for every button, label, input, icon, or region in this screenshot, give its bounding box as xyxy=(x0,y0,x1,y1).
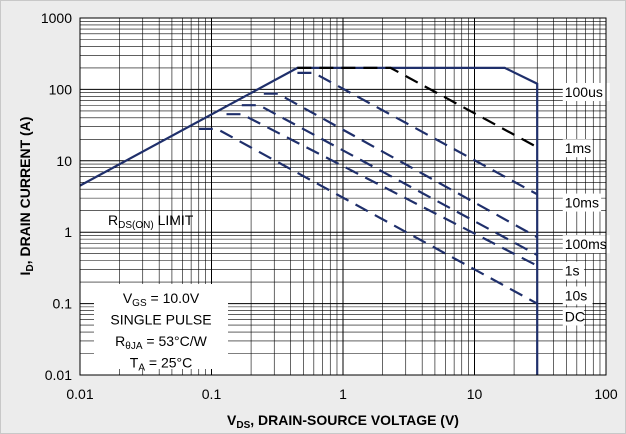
condition-line: RθJA = 53°C/W xyxy=(115,333,207,352)
x-tick-label: 0.01 xyxy=(66,386,93,402)
x-axis-title: VDS, DRAIN-SOURCE VOLTAGE (V) xyxy=(227,412,459,431)
series-label-10ms: 10ms xyxy=(565,195,599,211)
curve-labels: 100us 1ms 10ms 100ms 1s 10s DC xyxy=(562,82,610,326)
curves xyxy=(79,66,539,375)
series-label-1s: 1s xyxy=(565,263,580,279)
series-label-DC: DC xyxy=(565,308,585,324)
conditions-bg xyxy=(94,284,228,369)
condition-line: VGS = 10.0V xyxy=(123,290,200,309)
condition-line: SINGLE PULSE xyxy=(110,312,211,328)
series-line-100us xyxy=(297,66,538,149)
plot-border xyxy=(79,17,607,376)
test-conditions: VGS = 10.0V SINGLE PULSE RθJA = 53°C/W TA =… xyxy=(94,284,228,374)
x-tick-label: 10 xyxy=(467,386,483,402)
y-tick-label: 0.01 xyxy=(45,367,72,383)
series-line-10ms xyxy=(263,92,538,239)
y-tick-labels: 1000 100 10 1 0.1 0.01 xyxy=(41,10,72,383)
x-tick-label: 1 xyxy=(339,386,347,402)
series-line-1s xyxy=(226,113,538,267)
series-label-100ms: 100ms xyxy=(565,236,607,252)
y-tick-label: 10 xyxy=(56,153,72,169)
condition-line: TA = 25°C xyxy=(130,355,192,374)
series-label-bg xyxy=(562,82,610,101)
x-tick-label: 100 xyxy=(594,386,618,402)
series-label-bg xyxy=(562,139,593,158)
series-label-bg xyxy=(562,286,593,305)
y-tick-label: 100 xyxy=(49,81,73,97)
series-line-10s xyxy=(198,127,538,305)
series-label-1ms: 1ms xyxy=(565,140,591,156)
series-label-bg xyxy=(562,193,602,212)
x-tick-labels: 0.01 0.1 1 10 100 xyxy=(66,386,618,402)
y-tick-label: 1000 xyxy=(41,10,72,26)
series-label-bg xyxy=(562,261,584,280)
y-tick-label: 1 xyxy=(64,224,72,240)
series-label-bg xyxy=(562,235,610,254)
x-tick-label: 0.1 xyxy=(202,386,222,402)
rds-limit-boundary-line xyxy=(79,66,539,375)
y-tick-label: 0.1 xyxy=(53,296,73,312)
rds-limit-label: RDS(ON) LIMIT xyxy=(108,212,194,231)
series-label-bg xyxy=(562,307,584,326)
series-label-10s: 10s xyxy=(565,287,588,303)
series-line-100ms xyxy=(241,104,538,256)
series-line-1ms xyxy=(297,71,538,196)
y-axis-title: ID, DRAIN CURRENT (A) xyxy=(17,117,36,276)
series-label-100us: 100us xyxy=(565,84,603,100)
